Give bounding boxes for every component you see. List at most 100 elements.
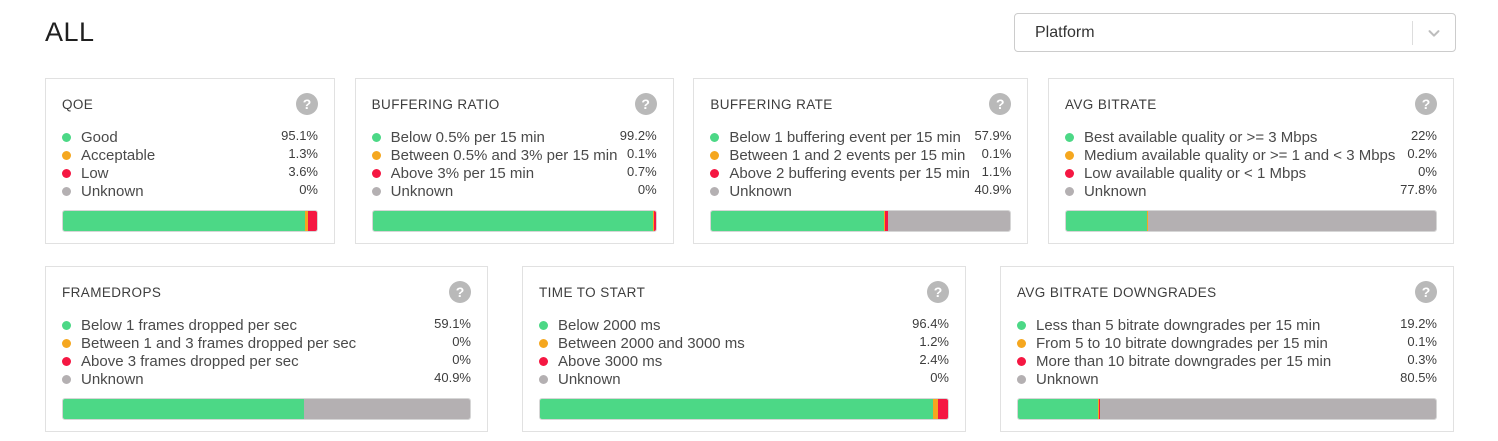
card-qoe: QOE ? Good 95.1% Acceptable 1.3% Low 3.6… [45, 78, 335, 244]
bar-segment-green [711, 211, 885, 231]
dropdown-separator [1412, 20, 1413, 45]
platform-dropdown-label: Platform [1035, 23, 1095, 41]
legend-value: 2.4% [919, 351, 949, 367]
legend-item: Unknown 40.9% [62, 370, 471, 388]
legend-item: Above 3 frames dropped per sec 0% [62, 352, 471, 370]
legend-value: 0% [452, 351, 471, 367]
legend-item: Below 1 frames dropped per sec 59.1% [62, 316, 471, 334]
distribution-bar [1017, 398, 1437, 420]
legend-label: Unknown [81, 182, 144, 200]
legend-label: Below 1 buffering event per 15 min [729, 128, 961, 146]
card-title: BUFFERING RATE [710, 97, 833, 112]
legend-item: Between 2000 and 3000 ms 1.2% [539, 334, 949, 352]
legend-label: Between 1 and 3 frames dropped per sec [81, 334, 357, 352]
help-icon[interactable]: ? [634, 93, 657, 115]
legend-value: 77.8% [1400, 181, 1437, 197]
legend-item: Unknown 40.9% [710, 182, 1011, 200]
legend-item: Acceptable 1.3% [62, 146, 318, 164]
help-icon[interactable]: ? [1415, 281, 1437, 303]
legend-value: 1.1% [981, 163, 1012, 179]
help-icon[interactable]: ? [449, 281, 471, 303]
bar-segment-green [372, 211, 654, 231]
bar-segment-gray [1148, 211, 1436, 231]
bar-segment-red [884, 211, 888, 231]
legend-value: 0.7% [627, 163, 657, 179]
legend-label: Above 2 buffering events per 15 min [729, 164, 971, 182]
legend-item: Unknown 0% [539, 370, 949, 388]
page-header: ALL Platform [0, 0, 1498, 52]
bar-segment-orange [1147, 211, 1149, 231]
bar-segment-green [1018, 399, 1099, 419]
legend-dot [62, 338, 71, 348]
help-icon[interactable]: ? [927, 281, 949, 303]
legend-label: Unknown [1036, 370, 1099, 388]
legend-label: Low [81, 164, 109, 182]
legend-value: 0.1% [627, 145, 657, 161]
legend-value: 95.1% [281, 127, 318, 143]
legend-dot [62, 374, 71, 384]
legend-dot [710, 150, 720, 160]
legend-item: Unknown 80.5% [1017, 370, 1437, 388]
card-title: BUFFERING RATIO [371, 97, 500, 112]
legend-label: Low available quality or < 1 Mbps [1083, 164, 1307, 182]
legend-dot [62, 150, 71, 160]
legend-item: Less than 5 bitrate downgrades per 15 mi… [1017, 316, 1437, 334]
card-time-to-start: TIME TO START ? Below 2000 ms 96.4% Betw… [522, 266, 966, 432]
legend-label: Unknown [1083, 182, 1147, 200]
legend-value: 19.2% [1400, 315, 1437, 331]
legend-label: Acceptable [81, 146, 156, 164]
help-icon[interactable]: ? [1414, 93, 1437, 115]
help-icon[interactable]: ? [989, 93, 1012, 115]
legend-item: Above 2 buffering events per 15 min 1.1% [710, 164, 1011, 182]
legend-value: 40.9% [974, 181, 1012, 197]
legend-dot [1064, 186, 1074, 196]
legend-dot [1017, 320, 1026, 330]
help-icon[interactable]: ? [296, 93, 318, 115]
legend-dot [1017, 356, 1026, 366]
legend-dot [62, 186, 71, 196]
bar-segment-red [938, 399, 948, 419]
legend-item: Above 3% per 15 min 0.7% [371, 163, 657, 182]
metrics-row-2: FRAMEDROPS ? Below 1 frames dropped per … [45, 266, 1454, 432]
legend-value: 1.2% [919, 333, 949, 349]
platform-dropdown[interactable]: Platform [1014, 13, 1456, 52]
legend-value: 99.2% [619, 127, 657, 143]
bar-segment-orange [304, 211, 308, 231]
legend-label: Below 1 frames dropped per sec [81, 316, 297, 334]
legend-dot [371, 186, 381, 196]
legend-value: 40.9% [434, 369, 471, 385]
legend-value: 57.9% [974, 127, 1012, 143]
legend: Below 1 frames dropped per sec 59.1% Bet… [62, 316, 471, 388]
bar-segment-gray [1099, 399, 1436, 419]
legend-value: 0.1% [981, 145, 1012, 161]
legend-dot [62, 132, 71, 142]
legend: Good 95.1% Acceptable 1.3% Low 3.6% Unkn… [62, 128, 318, 200]
legend-item: Above 3000 ms 2.4% [539, 352, 949, 370]
chevron-down-icon[interactable] [1413, 24, 1455, 42]
legend-value: 0.3% [1407, 351, 1437, 367]
legend-value: 0.1% [1407, 333, 1437, 349]
legend-item: Below 1 buffering event per 15 min 57.9% [710, 128, 1011, 146]
legend-label: Less than 5 bitrate downgrades per 15 mi… [1036, 316, 1321, 334]
legend-label: Below 2000 ms [558, 316, 661, 334]
distribution-bar [539, 398, 949, 420]
legend-item: More than 10 bitrate downgrades per 15 m… [1017, 352, 1437, 370]
legend-value: 59.1% [434, 315, 471, 331]
legend-dot [1064, 150, 1074, 160]
legend-item: Medium available quality or >= 1 and < 3… [1064, 146, 1437, 164]
legend: Below 0.5% per 15 min 99.2% Between 0.5%… [371, 127, 657, 200]
legend-dot [710, 132, 720, 142]
legend-dot [539, 338, 548, 348]
legend-label: Good [81, 128, 118, 146]
legend-label: Above 3 frames dropped per sec [81, 352, 299, 370]
legend-label: More than 10 bitrate downgrades per 15 m… [1036, 352, 1332, 370]
legend-value: 3.6% [288, 163, 318, 179]
distribution-bar [710, 210, 1012, 232]
legend-item: From 5 to 10 bitrate downgrades per 15 m… [1017, 334, 1437, 352]
legend-item: Unknown 0% [62, 182, 318, 200]
legend: Best available quality or >= 3 Mbps 22% … [1064, 128, 1437, 200]
legend-item: Below 2000 ms 96.4% [539, 316, 949, 334]
legend: Below 1 buffering event per 15 min 57.9%… [710, 128, 1011, 200]
legend-dot [371, 168, 381, 178]
legend-dot [371, 150, 381, 160]
